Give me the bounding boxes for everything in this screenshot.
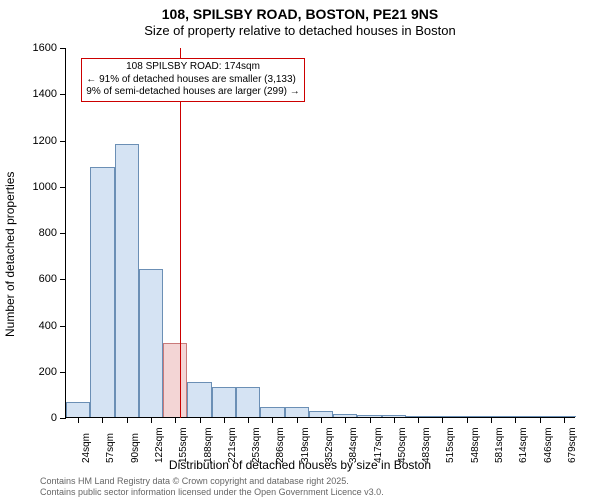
x-tick xyxy=(394,417,395,423)
y-tick xyxy=(60,418,66,419)
histogram-bar xyxy=(66,402,90,417)
y-tick xyxy=(60,372,66,373)
x-tick xyxy=(248,417,249,423)
footer-line-1: Contains HM Land Registry data © Crown c… xyxy=(40,476,384,487)
y-tick-label: 600 xyxy=(17,273,57,285)
histogram-bar xyxy=(285,407,309,417)
annotation-line: ← 91% of detached houses are smaller (3,… xyxy=(86,74,299,87)
x-tick xyxy=(442,417,443,423)
x-tick-label: 450sqm xyxy=(397,427,408,463)
x-tick-label: 90sqm xyxy=(130,433,141,463)
x-tick-label: 679sqm xyxy=(567,427,578,463)
histogram-bar-highlight xyxy=(163,343,187,417)
x-tick xyxy=(78,417,79,423)
histogram-bar xyxy=(90,167,114,417)
y-tick xyxy=(60,141,66,142)
x-tick xyxy=(200,417,201,423)
x-tick-label: 57sqm xyxy=(105,433,116,463)
x-tick-label: 24sqm xyxy=(81,433,92,463)
x-tick-label: 515sqm xyxy=(445,427,456,463)
x-tick xyxy=(564,417,565,423)
x-tick xyxy=(515,417,516,423)
x-tick xyxy=(297,417,298,423)
x-tick-label: 581sqm xyxy=(494,427,505,463)
histogram-bar xyxy=(115,144,139,417)
y-tick-label: 0 xyxy=(17,412,57,424)
y-tick-label: 1000 xyxy=(17,181,57,193)
footer-line-2: Contains public sector information licen… xyxy=(40,487,384,498)
y-tick-label: 1200 xyxy=(17,135,57,147)
y-tick xyxy=(60,94,66,95)
x-tick-label: 483sqm xyxy=(421,427,432,463)
x-tick-label: 319sqm xyxy=(300,427,311,463)
x-tick xyxy=(345,417,346,423)
x-tick xyxy=(540,417,541,423)
y-tick xyxy=(60,187,66,188)
x-tick xyxy=(151,417,152,423)
y-tick-label: 1600 xyxy=(17,42,57,54)
y-tick xyxy=(60,48,66,49)
x-tick-label: 646sqm xyxy=(543,427,554,463)
y-tick-label: 400 xyxy=(17,320,57,332)
x-tick xyxy=(321,417,322,423)
page-subtitle: Size of property relative to detached ho… xyxy=(0,23,600,38)
histogram-bar xyxy=(212,387,236,417)
x-tick-label: 286sqm xyxy=(275,427,286,463)
x-tick xyxy=(467,417,468,423)
x-tick-label: 614sqm xyxy=(518,427,529,463)
y-tick xyxy=(60,279,66,280)
x-tick xyxy=(127,417,128,423)
x-tick-label: 548sqm xyxy=(470,427,481,463)
y-tick-label: 800 xyxy=(17,227,57,239)
histogram-bar xyxy=(187,382,211,417)
x-tick-label: 384sqm xyxy=(348,427,359,463)
annotation-box: 108 SPILSBY ROAD: 174sqm← 91% of detache… xyxy=(81,58,304,102)
x-tick-label: 188sqm xyxy=(203,427,214,463)
x-tick-label: 352sqm xyxy=(324,427,335,463)
x-tick-label: 417sqm xyxy=(373,427,384,463)
x-tick xyxy=(175,417,176,423)
annotation-line: 108 SPILSBY ROAD: 174sqm xyxy=(86,61,299,74)
x-tick xyxy=(272,417,273,423)
histogram-bar xyxy=(260,407,284,417)
x-tick xyxy=(491,417,492,423)
y-tick xyxy=(60,326,66,327)
histogram-bar xyxy=(139,269,163,417)
annotation-line: 9% of semi-detached houses are larger (2… xyxy=(86,86,299,99)
x-tick-label: 221sqm xyxy=(227,427,238,463)
x-tick xyxy=(224,417,225,423)
y-tick-label: 1400 xyxy=(17,88,57,100)
x-tick-label: 253sqm xyxy=(251,427,262,463)
x-tick-label: 155sqm xyxy=(178,427,189,463)
x-tick xyxy=(418,417,419,423)
histogram-bar xyxy=(236,387,260,417)
footer-attribution: Contains HM Land Registry data © Crown c… xyxy=(40,476,384,498)
reference-line xyxy=(180,48,181,418)
chart-plot-area: 108 SPILSBY ROAD: 174sqm← 91% of detache… xyxy=(65,48,575,418)
x-tick xyxy=(370,417,371,423)
page-title: 108, SPILSBY ROAD, BOSTON, PE21 9NS xyxy=(0,6,600,22)
x-tick xyxy=(102,417,103,423)
y-axis-title: Number of detached properties xyxy=(3,172,17,337)
y-tick xyxy=(60,233,66,234)
y-tick-label: 200 xyxy=(17,366,57,378)
x-tick-label: 122sqm xyxy=(154,427,165,463)
